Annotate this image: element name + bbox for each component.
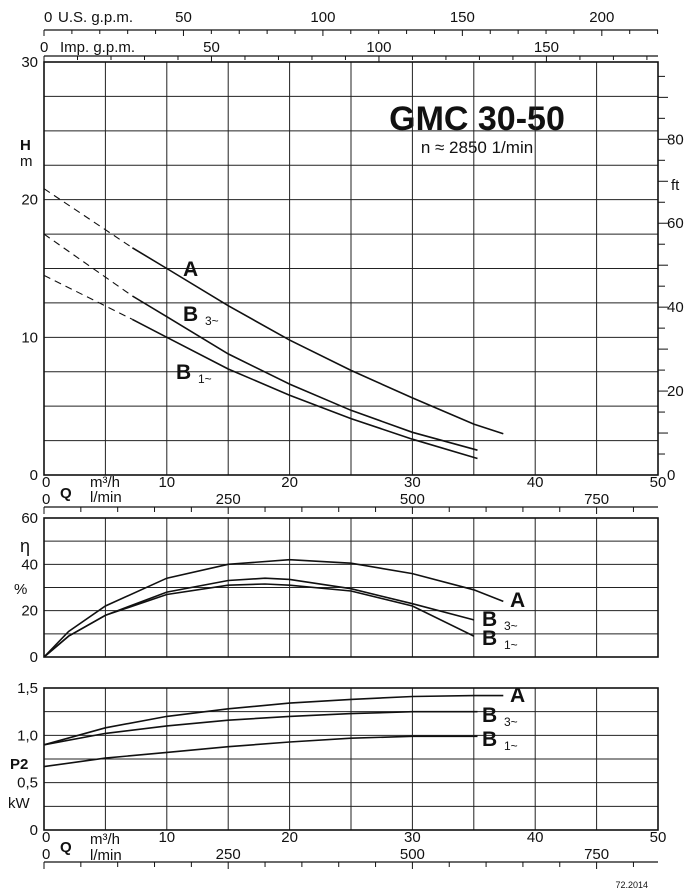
head-x-tick-label: 40 [527,474,544,491]
y2-tick-label: 60 [667,215,684,232]
x-axis-label-q-top: Q [60,485,72,502]
head-y-tick-label: 10 [21,329,38,346]
y-axis-label-h: H [20,137,31,154]
head-x-tick-label: 0 [42,474,50,491]
us-gpm-tick-label: 0 [44,9,52,26]
power-x2-tick-label: 500 [400,846,425,863]
power-y-tick-label: 1,0 [17,727,38,744]
power-b3-label-sub: 3~ [504,715,518,729]
imp-gpm-tick-label: 50 [203,39,220,56]
head-b1-label-main: B [176,361,191,384]
power-x-tick-label: 20 [281,829,298,846]
eff-curve-a [43,558,504,658]
head-x-tick-label: 10 [158,474,175,491]
y-axis-unit-m: m [20,153,33,170]
us-gpm-tick-label: 50 [175,9,192,26]
power-x-tick-label: 50 [650,829,667,846]
eff-curve-b-3- [43,577,475,658]
head-curve-b-3- [131,295,478,451]
eff-frame [43,517,659,658]
x-axis-unit-m3h-top: m³/h [90,474,120,491]
power-a-label-main: A [510,684,525,707]
head-curve-a [131,247,504,435]
x-axis-unit-lmin-bottom: l/min [90,847,122,864]
us-gpm-tick-label: 200 [589,9,614,26]
head-x2-tick-label: 250 [216,491,241,508]
head-b1-label-sub: 1~ [198,372,212,386]
eff-b3-label-sub: 3~ [504,619,518,633]
power-x-tick-label: 0 [42,829,50,846]
eff-y-tick-label: 60 [21,510,38,527]
head-x-tick-label: 20 [281,474,298,491]
title-box [360,93,596,157]
x-axis-unit-m3h-bottom: m³/h [90,831,120,848]
chart-title: GMC 30-50 [389,100,565,138]
power-x2-tick-label: 750 [584,846,609,863]
power-b1-label-main: B [482,728,497,751]
chart-subtitle: n ≈ 2850 1/min [421,138,533,157]
head-a-label-main: A [183,258,198,281]
eff-curve-b-1- [43,583,475,658]
power-curve-a [43,694,504,746]
head-curve-b-1- [132,318,478,460]
head-frame [43,61,659,476]
imp-gpm-tick-label: 150 [534,39,559,56]
y2-tick-label: 40 [667,299,684,316]
power-frame [43,687,659,831]
y-axis-label-p2: P2 [10,756,28,773]
eff-y-tick-label: 40 [21,556,38,573]
head-dashed-b-3- [43,233,133,297]
eff-y-tick-label: 20 [21,603,38,620]
head-x2-tick-label: 500 [400,491,425,508]
eff-y-tick-label: 0 [30,649,38,666]
x-axis-label-q-bottom: Q [60,839,72,856]
imp-gpm-tick-label: 100 [366,39,391,56]
y-axis-label-eta: η [20,536,30,556]
us-gpm-tick-label: 100 [310,9,335,26]
head-dashed-b-1- [43,274,133,320]
us-gpm-tick-label: 150 [450,9,475,26]
y-axis-unit-kw: kW [8,795,31,812]
power-b3-label-main: B [482,704,497,727]
power-x2-tick-label: 250 [216,846,241,863]
y2-tick-label: 80 [667,131,684,148]
y2-tick-label: 20 [667,383,684,400]
power-curve-b-3- [43,710,478,746]
power-b1-label-sub: 1~ [504,739,518,753]
power-y-tick-label: 0,5 [17,775,38,792]
power-x2-tick-label: 0 [42,846,50,863]
y2-axis-unit-ft: ft [671,177,680,194]
power-y-tick-label: 1,5 [17,680,38,697]
head-x-tick-label: 30 [404,474,421,491]
head-y-tick-label: 20 [21,192,38,209]
head-dashed-a [43,188,133,249]
y-axis-unit-percent: % [14,581,27,598]
eff-a-label-main: A [510,589,525,612]
eff-b1-label-main: B [482,627,497,650]
eff-b1-label-sub: 1~ [504,638,518,652]
power-curve-b-1- [43,735,478,768]
power-x-tick-label: 30 [404,829,421,846]
head-y-tick-label: 30 [21,54,38,71]
head-x-tick-label: 50 [650,474,667,491]
power-y-tick-label: 0 [30,822,38,839]
top-axis-1-label: U.S. g.p.m. [58,9,133,26]
eff-b3-label-main: B [482,608,497,631]
head-x2-tick-label: 0 [42,491,50,508]
footer-code: 72.2014 [615,880,648,890]
head-x2-tick-label: 750 [584,491,609,508]
head-b3-label-sub: 3~ [205,314,219,328]
power-x-tick-label: 10 [158,829,175,846]
head-y-tick-label: 0 [30,467,38,484]
y2-tick-label: 0 [667,467,675,484]
power-x-tick-label: 40 [527,829,544,846]
top-axis-2-label: Imp. g.p.m. [60,39,135,56]
imp-gpm-tick-label: 0 [40,39,48,56]
head-b3-label-main: B [183,303,198,326]
x-axis-unit-lmin-top: l/min [90,489,122,506]
